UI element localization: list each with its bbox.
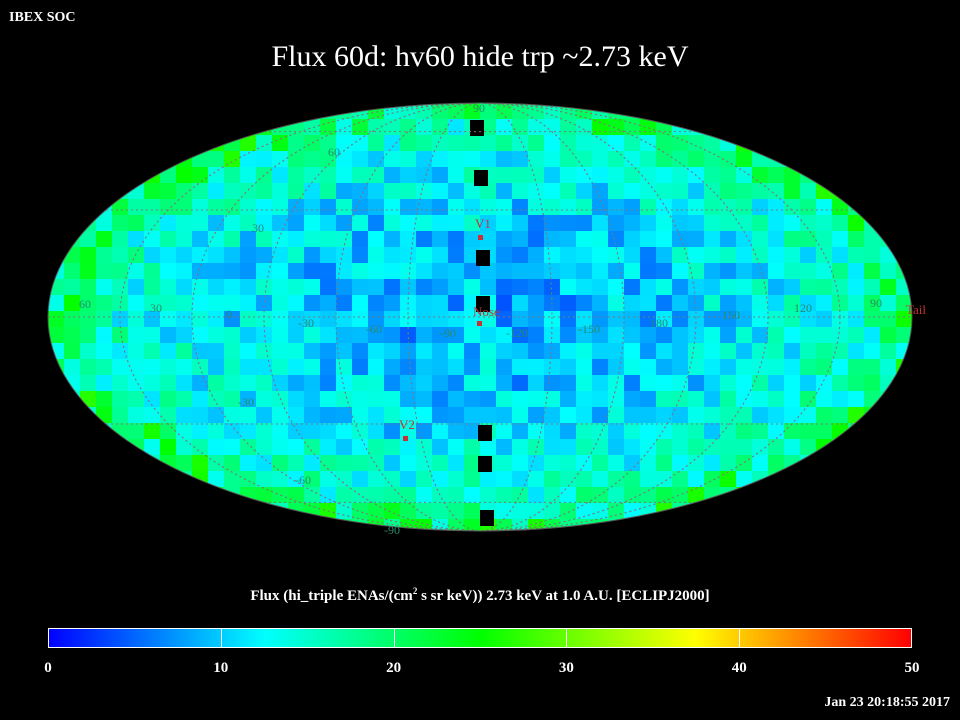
nose-label: Nose	[473, 304, 500, 319]
lon-label: 60	[79, 297, 91, 311]
longitude-labels: 60 30 0 -30 -60 -90 -120 -150 180 150 12…	[79, 296, 882, 340]
colorbar-tick: 30	[558, 660, 574, 676]
lon-label: 120	[794, 301, 812, 315]
colorbar-tick: 20	[386, 660, 402, 676]
latitude-labels: 90 60 30 -30 -60 -90	[238, 101, 485, 537]
sky-map: 60 30 0 -30 -60 -90 -120 -150 180 150 12…	[47, 101, 926, 537]
colorbar-label-post: s sr keV)) 2.73 keV at 1.0 A.U. [ECLIPJ2…	[417, 588, 710, 604]
lon-label: -90	[440, 326, 456, 340]
lon-label: 90	[870, 296, 882, 310]
lat-label: -30	[238, 395, 254, 409]
colorbar-tick: 50	[904, 660, 920, 676]
lon-label: 0	[226, 307, 232, 321]
colorbar-tick-line	[566, 628, 568, 648]
colorbar-label-sup: 2	[412, 586, 418, 596]
map-title: Flux 60d: hv60 hide trp ~2.73 keV	[271, 40, 689, 73]
colorbar	[48, 628, 912, 648]
lon-label: 30	[150, 301, 162, 315]
v2-marker	[403, 436, 408, 441]
lon-label: -60	[366, 322, 382, 336]
v1-marker	[478, 235, 483, 240]
colorbar-tick: 40	[731, 660, 747, 676]
lat-label: -60	[295, 473, 311, 487]
graticule	[48, 103, 912, 531]
colorbar-tick-line	[220, 628, 222, 648]
lat-label: 30	[252, 221, 264, 235]
markers: Nose Tail V1 V2	[399, 216, 926, 441]
lat-label: 60	[328, 145, 340, 159]
colorbar-label: Flux (hi_triple ENAs/(cm2 s sr keV)) 2.7…	[0, 586, 960, 605]
timestamp: Jan 23 20:18:55 2017	[824, 695, 950, 710]
v2-label: V2	[399, 417, 415, 432]
v1-label: V1	[475, 216, 491, 231]
colorbar-tick-line	[393, 628, 395, 648]
nose-marker	[477, 321, 482, 326]
colorbar-tick: 10	[213, 660, 229, 676]
lon-label: -120	[506, 326, 528, 340]
colorbar-tick: 0	[44, 660, 52, 676]
lon-label: -150	[578, 322, 600, 336]
lat-label: 90	[473, 101, 485, 115]
tail-label: Tail	[906, 302, 926, 317]
lat-label: -90	[384, 523, 400, 537]
lon-label: 150	[722, 308, 740, 322]
lon-label: 180	[650, 316, 668, 330]
lon-label: -30	[298, 316, 314, 330]
org-label: IBEX SOC	[9, 10, 76, 25]
colorbar-tick-line	[739, 628, 741, 648]
colorbar-label-pre: Flux (hi_triple ENAs/(cm	[250, 588, 413, 604]
